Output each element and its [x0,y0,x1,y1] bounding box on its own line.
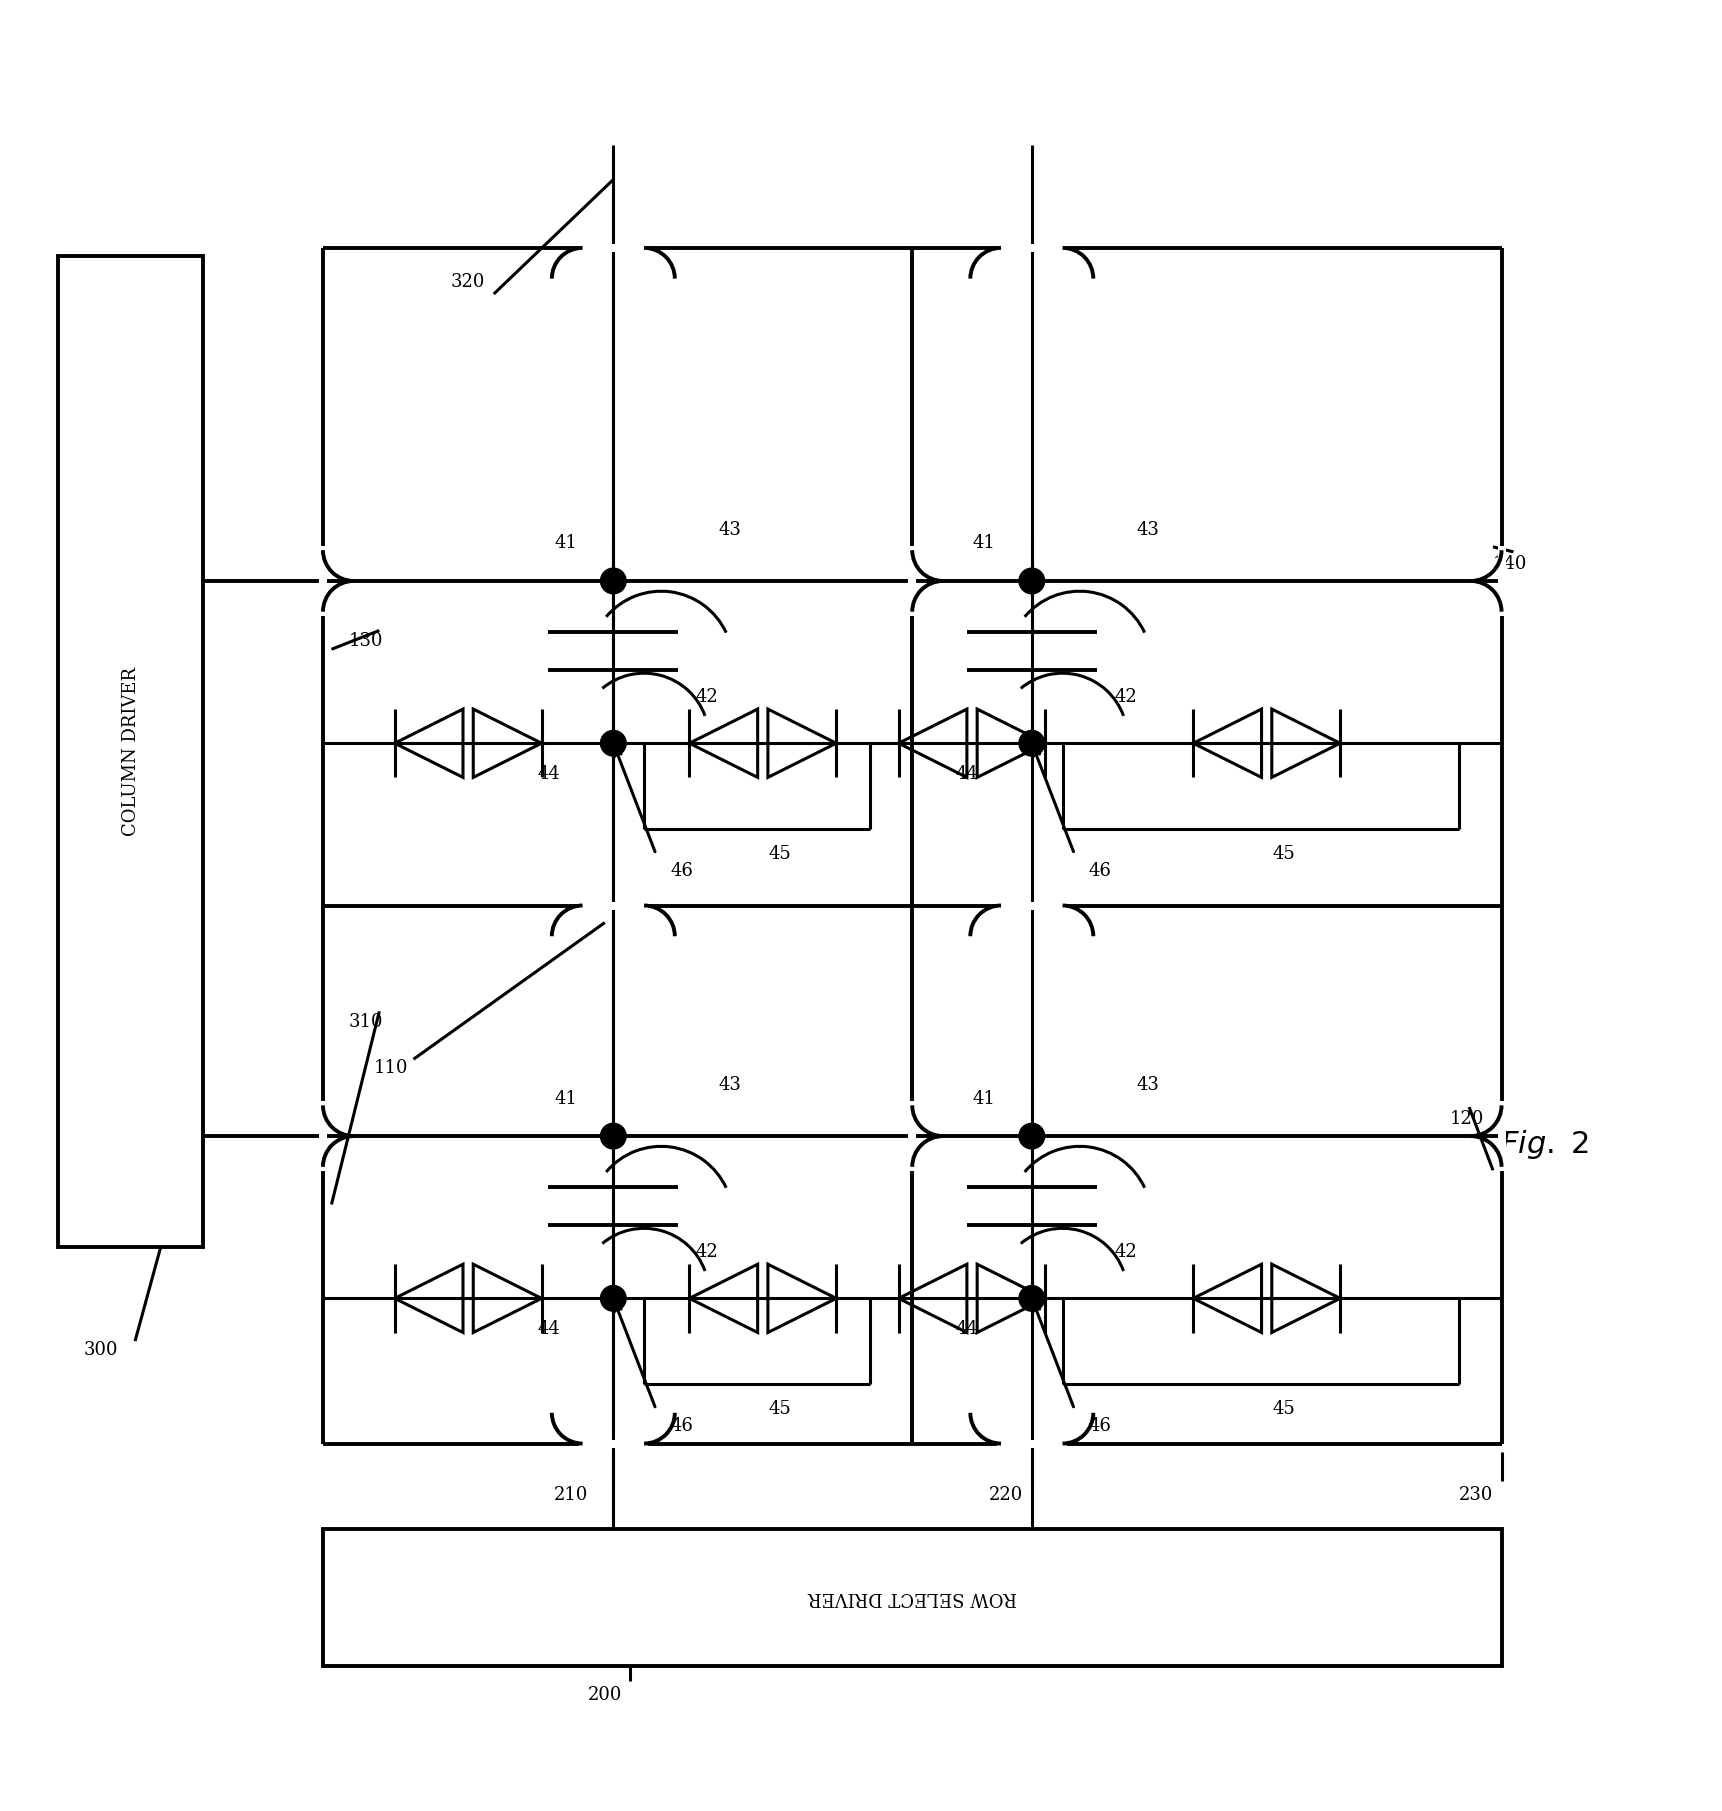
Text: 45: 45 [1273,846,1295,864]
Text: 110: 110 [374,1059,408,1078]
Text: 42: 42 [696,688,718,706]
Text: 41: 41 [554,1090,577,1108]
Circle shape [1019,1123,1045,1148]
Text: 130: 130 [348,632,382,650]
Text: 44: 44 [956,764,978,782]
Text: 43: 43 [718,1076,740,1094]
Text: 42: 42 [1114,1242,1137,1260]
Circle shape [1019,569,1045,594]
Text: 300: 300 [84,1340,119,1358]
Circle shape [601,1286,627,1311]
Text: 46: 46 [1088,862,1112,880]
Text: $Fig.$ $2$: $Fig.$ $2$ [1500,1128,1589,1161]
Text: 46: 46 [670,1418,692,1436]
Text: 210: 210 [553,1485,587,1503]
Text: 44: 44 [956,1320,978,1338]
Text: 43: 43 [718,522,740,538]
Circle shape [601,569,627,594]
Text: 43: 43 [1137,522,1159,538]
Text: 140: 140 [1493,554,1527,572]
Text: 230: 230 [1459,1485,1493,1503]
Text: 120: 120 [1450,1110,1484,1128]
Text: 42: 42 [1114,688,1137,706]
Circle shape [1019,730,1045,755]
Text: 41: 41 [973,534,995,552]
Text: 46: 46 [670,862,692,880]
Bar [324,1528,1502,1666]
Text: 41: 41 [554,534,577,552]
Text: ROW SELECT DRIVER: ROW SELECT DRIVER [808,1588,1016,1606]
Text: 42: 42 [696,1242,718,1260]
Text: 43: 43 [1137,1076,1159,1094]
Text: 44: 44 [537,1320,560,1338]
Text: 220: 220 [988,1485,1023,1503]
Text: 310: 310 [348,1012,382,1030]
Text: 320: 320 [451,273,486,292]
Circle shape [1019,1286,1045,1311]
Circle shape [601,1123,627,1148]
Text: 45: 45 [1273,1400,1295,1418]
Text: 46: 46 [1088,1418,1112,1436]
Text: 44: 44 [537,764,560,782]
Text: 41: 41 [973,1090,995,1108]
Circle shape [601,730,627,755]
Bar [59,257,203,1248]
Text: COLUMN DRIVER: COLUMN DRIVER [122,666,139,837]
Text: 200: 200 [587,1686,622,1704]
Text: 45: 45 [768,846,790,864]
Text: 45: 45 [768,1400,790,1418]
